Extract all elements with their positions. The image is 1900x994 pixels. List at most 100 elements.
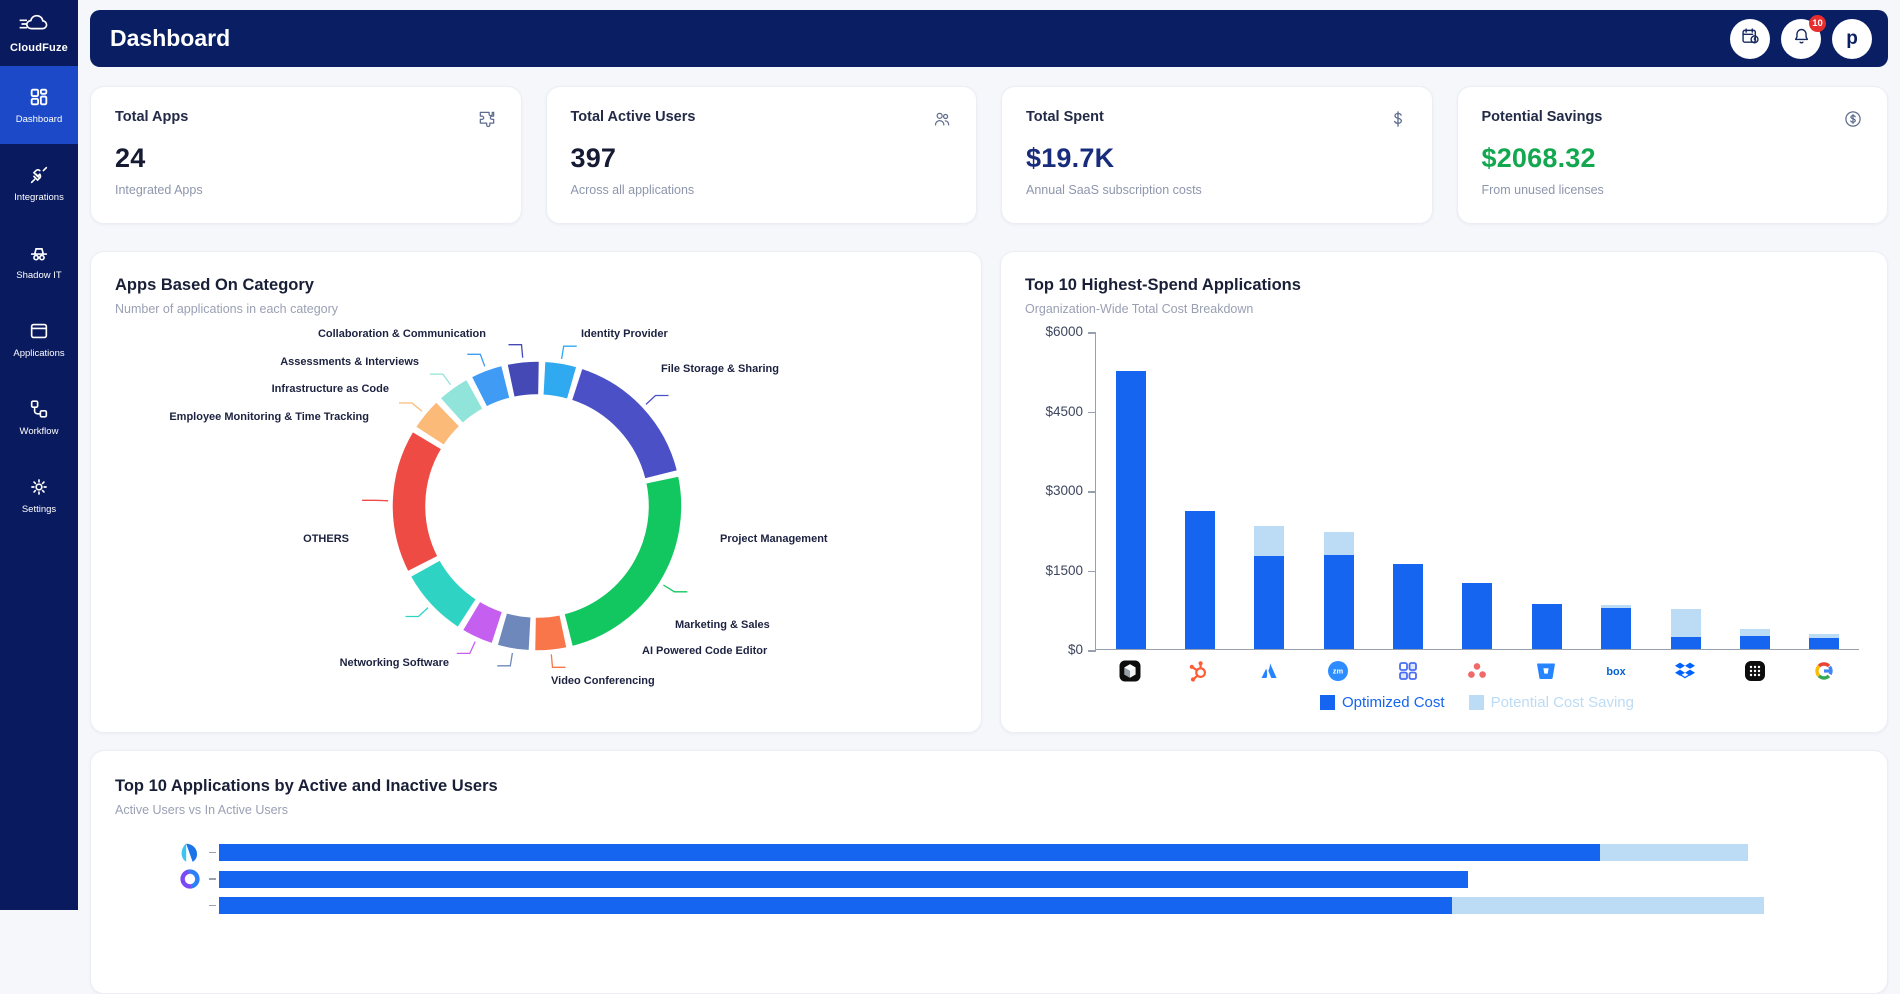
- donut-slice[interactable]: Marketing & Sales: [533, 613, 568, 652]
- spend-bar-app-dots[interactable]: [1739, 629, 1770, 649]
- stat-subtext: Across all applications: [570, 183, 695, 197]
- bar-segment-saving[interactable]: [1809, 633, 1840, 638]
- spend-bar-cursor[interactable]: [1115, 370, 1146, 649]
- bar-segment-optimized[interactable]: [1809, 637, 1840, 649]
- donut-slice[interactable]: OTHERS: [391, 430, 443, 573]
- donut-slice[interactable]: Assessments & Interviews: [470, 364, 512, 409]
- bar-segment-optimized[interactable]: [1393, 564, 1424, 649]
- hubspot-app-icon[interactable]: [1184, 658, 1214, 684]
- donut-slice[interactable]: Networking Software: [409, 558, 478, 629]
- bar-segment-optimized[interactable]: [1739, 636, 1770, 649]
- svg-text:zm: zm: [1333, 667, 1344, 676]
- users-bar-row-1: [115, 843, 1863, 862]
- sidebar-item-dashboard[interactable]: Dashboard: [0, 66, 78, 144]
- donut-slice[interactable]: Identity Provider: [542, 360, 578, 401]
- users-chart-card: Top 10 Applications by Active and Inacti…: [90, 750, 1888, 994]
- donut-leader-line: [399, 402, 423, 412]
- y-axis-tick-label: $4500: [1045, 403, 1083, 419]
- google-app-icon[interactable]: [1809, 658, 1839, 684]
- bitbucket-app-icon[interactable]: [1531, 658, 1561, 684]
- category-tick: [209, 904, 216, 907]
- avatar: p: [1846, 27, 1858, 49]
- sidebar-item-shadow-it[interactable]: Shadow IT: [0, 222, 78, 300]
- spend-bar-box[interactable]: [1601, 604, 1632, 649]
- spend-bar-chart: $6000 $4500 $3000 $1500 $0 zm box Optimized Cos…: [1025, 324, 1863, 732]
- spend-bar-bitbucket[interactable]: [1531, 604, 1562, 649]
- sidebar-item-workflow[interactable]: Workflow: [0, 378, 78, 456]
- box-app-icon[interactable]: box: [1601, 658, 1631, 684]
- dollar-circle-icon: [1843, 109, 1863, 134]
- stat-card-potential-savings: Potential Savings $2068.32 From unused lic…: [1456, 86, 1888, 224]
- donut-slice[interactable]: File Storage & Sharing: [570, 367, 679, 481]
- bar-segment-optimized[interactable]: [1185, 511, 1216, 649]
- inactive-users-bar[interactable]: [1452, 897, 1765, 914]
- spend-bar-zoom[interactable]: [1323, 531, 1354, 649]
- users-bar-row-3: [115, 897, 1863, 914]
- bar-segment-optimized[interactable]: [1601, 607, 1632, 649]
- donut-label: Marketing & Sales: [675, 619, 770, 631]
- legend-item-potential-cost-saving[interactable]: Potential Cost Saving: [1468, 694, 1634, 711]
- donut-label: Assessments & Interviews: [280, 356, 419, 368]
- dropbox-app-icon[interactable]: [1670, 658, 1700, 684]
- sidebar-item-applications[interactable]: Applications: [0, 300, 78, 378]
- spend-bar-dropbox[interactable]: [1670, 609, 1701, 649]
- spend-bar-app-grid[interactable]: [1393, 564, 1424, 649]
- notifications-button[interactable]: 10: [1781, 14, 1826, 59]
- zoom-app-icon[interactable]: zm: [1323, 658, 1353, 684]
- legend-label: Potential Cost Saving: [1490, 694, 1634, 711]
- users-bar-chart: [115, 843, 1863, 914]
- donut-slice[interactable]: Video Conferencing: [461, 600, 504, 645]
- bar-segment-optimized[interactable]: [1670, 636, 1701, 649]
- donut-label: AI Powered Code Editor: [642, 645, 768, 657]
- dollar-icon: [1388, 109, 1408, 134]
- active-users-bar[interactable]: [219, 844, 1600, 861]
- spend-bar-google[interactable]: [1809, 633, 1840, 649]
- inactive-users-bar[interactable]: [1599, 844, 1748, 861]
- atlassian-app-icon[interactable]: [1254, 658, 1284, 684]
- brand-name: CloudFuze: [9, 42, 68, 54]
- sidebar-item-integrations[interactable]: Integrations: [0, 144, 78, 222]
- app-dots-app-icon[interactable]: [1740, 658, 1770, 684]
- stat-label: Total Apps: [115, 109, 189, 125]
- stat-value: $19.7K: [1026, 143, 1115, 173]
- bar-segment-optimized[interactable]: [1254, 556, 1285, 649]
- active-users-bar[interactable]: [219, 870, 1469, 888]
- spend-bar-hubspot[interactable]: [1185, 511, 1216, 649]
- brand-logo[interactable]: CloudFuze: [0, 0, 78, 66]
- asana-app-icon[interactable]: [1462, 658, 1492, 684]
- sidebar-item-label: Integrations: [14, 191, 64, 203]
- bar-segment-optimized[interactable]: [1462, 582, 1493, 649]
- bar-segment-optimized[interactable]: [1115, 370, 1146, 649]
- donut-slice[interactable]: Employee Monitoring & Time Tracking: [414, 400, 461, 447]
- donut-leader-line: [429, 373, 452, 386]
- profile-button[interactable]: p: [1832, 18, 1872, 59]
- cursor-app-icon[interactable]: [1115, 658, 1145, 684]
- sidebar-item-label: Settings: [21, 503, 57, 515]
- sidebar: CloudFuze Dashboard Integrations Shadow IT…: [0, 0, 78, 910]
- category-chart-card: Apps Based On Category Number of applica…: [90, 251, 982, 733]
- window-icon: [28, 320, 50, 342]
- donut-slice[interactable]: AI Powered Code Editor: [496, 611, 532, 652]
- spend-bar-asana[interactable]: [1462, 582, 1493, 649]
- active-users-bar[interactable]: [219, 897, 1452, 914]
- bar-segment-optimized[interactable]: [1531, 604, 1562, 649]
- users-chart-subtitle: Active Users vs In Active Users: [115, 803, 288, 817]
- bar-segment-saving[interactable]: [1323, 531, 1354, 556]
- bar-segment-saving[interactable]: [1670, 609, 1701, 637]
- spend-bar-atlassian[interactable]: [1254, 525, 1285, 649]
- legend-swatch: [1468, 695, 1484, 710]
- bar-segment-saving[interactable]: [1254, 525, 1285, 557]
- spend-chart-card: Top 10 Highest-Spend Applications Organi…: [1000, 251, 1888, 733]
- bar-segment-saving[interactable]: [1739, 629, 1770, 637]
- donut-slice[interactable]: Project Management: [562, 475, 683, 648]
- app-grid-app-icon[interactable]: [1393, 658, 1423, 684]
- legend-item-optimized-cost[interactable]: Optimized Cost: [1320, 694, 1445, 711]
- schedule-button[interactable]: [1730, 18, 1770, 59]
- donut-slice[interactable]: Infrastructure as Code: [438, 378, 485, 425]
- bar-segment-saving[interactable]: [1601, 604, 1632, 608]
- sidebar-item-settings[interactable]: Settings: [0, 456, 78, 534]
- donut-slice[interactable]: Collaboration & Communication: [506, 360, 541, 399]
- donut-leader-line: [456, 641, 476, 655]
- bar-segment-optimized[interactable]: [1323, 555, 1354, 649]
- sidebar-item-label: Workflow: [19, 425, 59, 437]
